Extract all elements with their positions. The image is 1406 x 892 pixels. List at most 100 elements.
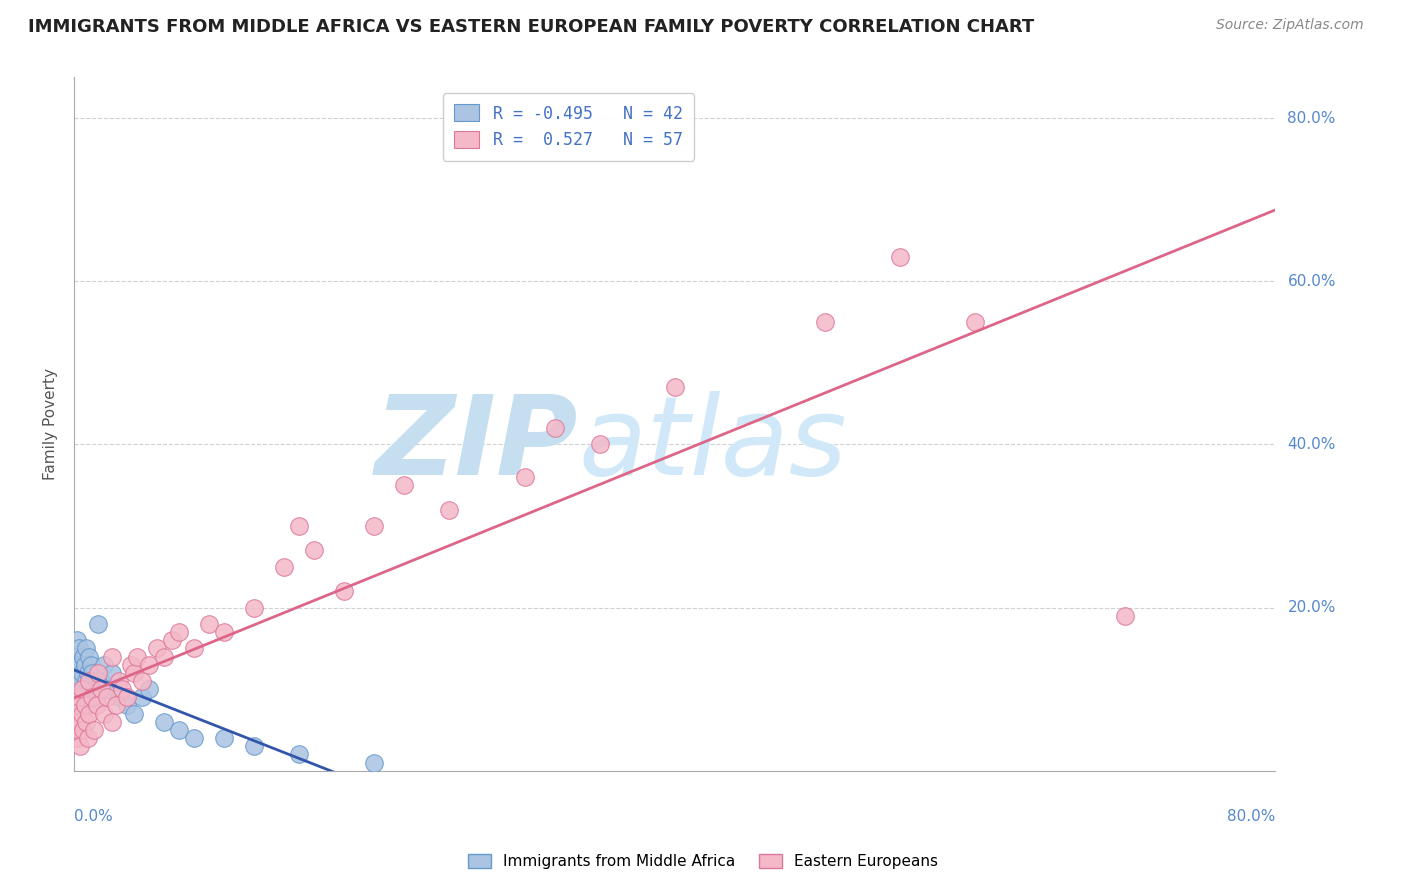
Point [131,673,153,688]
Text: 20.0%: 20.0% [1288,600,1336,615]
Text: 80.0%: 80.0% [1227,809,1275,824]
Point [167,625,190,640]
Point [889,250,911,264]
Point [73,698,96,713]
Point [96,690,118,705]
Point [243,600,266,615]
Point [333,584,356,599]
Text: 60.0%: 60.0% [1288,274,1336,289]
Point [67,723,90,737]
Point [96,682,118,697]
Point [86,698,108,713]
Point [73,657,96,672]
Point [93,657,115,672]
Point [82,665,104,680]
Point [243,739,266,754]
Point [1114,608,1136,623]
Point [115,698,138,713]
Point [76,690,98,705]
Point [127,649,149,664]
Point [67,690,90,705]
Point [100,649,122,664]
Text: Source: ZipAtlas.com: Source: ZipAtlas.com [1216,18,1364,32]
Point [67,641,90,656]
Point [814,315,837,329]
Point [66,665,89,680]
Point [100,714,122,729]
Point [273,559,295,574]
Point [131,690,153,705]
Point [108,690,131,705]
Point [588,437,610,451]
Legend: R = -0.495   N = 42, R =  0.527   N = 57: R = -0.495 N = 42, R = 0.527 N = 57 [443,93,695,161]
Y-axis label: Family Poverty: Family Poverty [44,368,58,480]
Point [75,673,97,688]
Point [111,682,134,697]
Point [153,649,176,664]
Point [288,519,311,533]
Point [75,714,97,729]
Point [86,690,108,705]
Point [93,706,115,721]
Point [84,682,107,697]
Point [183,641,205,656]
Text: 80.0%: 80.0% [1288,111,1336,126]
Point [66,633,89,648]
Point [105,698,128,713]
Point [122,706,145,721]
Point [439,502,461,516]
Point [77,706,100,721]
Point [304,543,326,558]
Point [76,665,98,680]
Point [288,747,311,762]
Point [69,657,91,672]
Point [513,470,536,484]
Point [79,657,101,672]
Point [70,665,93,680]
Point [394,478,416,492]
Point [167,723,190,737]
Point [76,731,98,745]
Point [138,657,160,672]
Point [67,682,90,697]
Point [75,641,97,656]
Point [90,682,112,697]
Point [69,673,91,688]
Point [87,665,110,680]
Point [73,698,96,713]
Point [363,756,385,770]
Point [72,649,94,664]
Point [82,690,104,705]
Point [212,625,235,640]
Point [198,616,221,631]
Point [90,673,112,688]
Point [72,682,94,697]
Point [183,731,205,745]
Point [122,665,145,680]
Text: ZIP: ZIP [375,392,579,499]
Point [72,723,94,737]
Point [66,698,89,713]
Point [363,519,385,533]
Point [65,657,87,672]
Point [70,706,93,721]
Point [543,421,565,435]
Point [664,380,686,394]
Point [77,673,100,688]
Point [212,731,235,745]
Text: 0.0%: 0.0% [75,809,112,824]
Point [77,682,100,697]
Point [100,665,122,680]
Point [77,649,100,664]
Point [70,682,93,697]
Point [66,731,89,745]
Point [153,714,176,729]
Text: 40.0%: 40.0% [1288,437,1336,452]
Point [63,723,86,737]
Text: atlas: atlas [579,392,848,499]
Point [70,690,93,705]
Point [120,657,142,672]
Point [65,714,87,729]
Point [69,739,91,754]
Point [63,649,86,664]
